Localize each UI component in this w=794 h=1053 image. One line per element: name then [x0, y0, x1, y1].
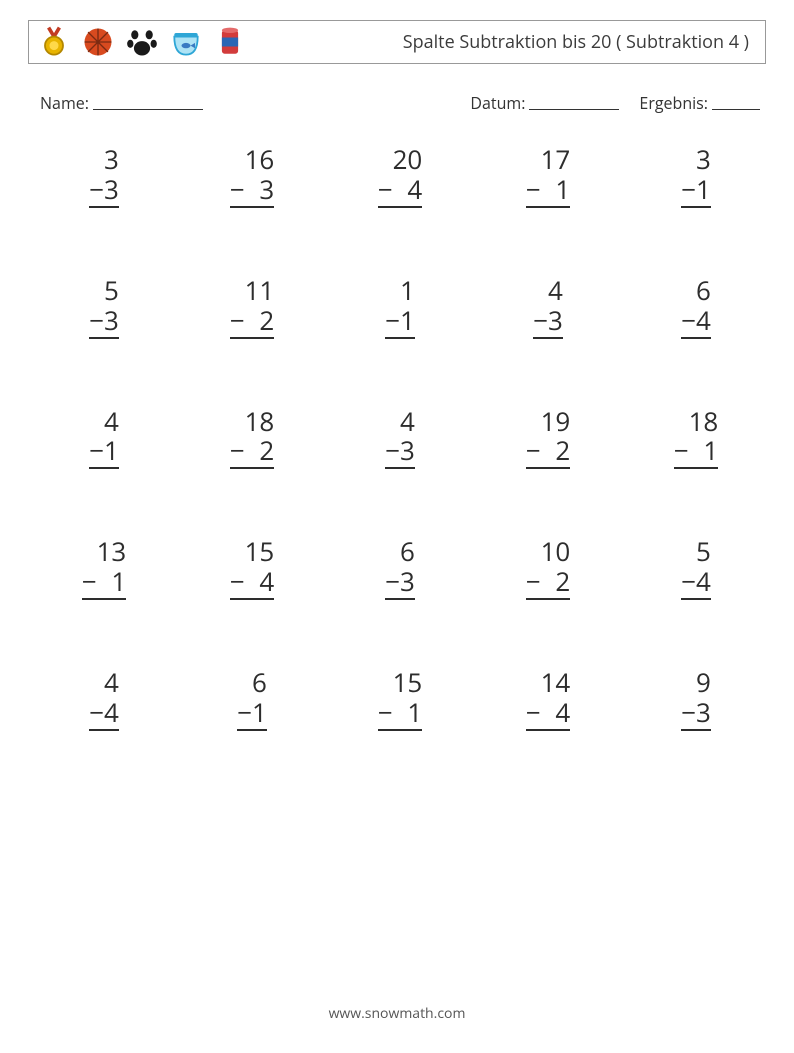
subtrahend-row: −3 — [385, 436, 415, 469]
subtrahend-row: −4 — [681, 306, 711, 339]
subtrahend-row: − 1 — [526, 175, 571, 208]
subtrahend-row: −3 — [89, 175, 119, 208]
problem: 14− 44 — [484, 668, 612, 731]
problem-stack: 15− 11 — [378, 668, 423, 731]
subtrahend-row: − 4 — [230, 567, 275, 600]
footer-url: www.snowmath.com — [0, 1004, 794, 1023]
problem: 13− 11 — [40, 537, 168, 600]
name-label: Name: — [40, 92, 89, 114]
problem-stack: 18− 22 — [230, 407, 275, 470]
subtrahend-row: − 2 — [526, 567, 571, 600]
date-blank[interactable] — [529, 92, 619, 110]
problem: 4−44 — [40, 668, 168, 731]
problem: 19− 22 — [484, 407, 612, 470]
problem: 5−33 — [40, 276, 168, 339]
result-blank[interactable] — [712, 92, 760, 110]
problem-stack: 4−11 — [89, 407, 119, 470]
subtrahend-row: −4 — [89, 698, 119, 731]
problem: 1−11 — [336, 276, 464, 339]
subtrahend-row: − 1 — [378, 698, 423, 731]
subtrahend-row: −3 — [385, 567, 415, 600]
subtrahend-row: − 4 — [378, 175, 423, 208]
basketball-icon — [79, 23, 117, 61]
problem-stack: 6−33 — [385, 537, 415, 600]
subtrahend-row: −1 — [385, 306, 415, 339]
problem: 4−11 — [40, 407, 168, 470]
problem: 3−11 — [632, 145, 760, 208]
header-box: Spalte Subtraktion bis 20 ( Subtraktion … — [28, 20, 766, 64]
subtrahend-row: − 2 — [230, 306, 275, 339]
result-label: Ergebnis: — [639, 92, 708, 114]
problem-stack: 6−11 — [237, 668, 267, 731]
problem: 10− 22 — [484, 537, 612, 600]
problem: 18− 22 — [188, 407, 316, 470]
problem-stack: 3−33 — [89, 145, 119, 208]
problem-stack: 16− 33 — [230, 145, 275, 208]
subtrahend-row: −1 — [681, 175, 711, 208]
problem-stack: 20− 44 — [378, 145, 423, 208]
subtrahend-row: − 4 — [526, 698, 571, 731]
problem-stack: 18− 11 — [674, 407, 719, 470]
date-label: Datum: — [470, 92, 525, 114]
name-blank[interactable] — [93, 92, 203, 110]
problem: 11− 22 — [188, 276, 316, 339]
subtrahend-row: − 3 — [230, 175, 275, 208]
subtrahend-row: − 1 — [82, 567, 127, 600]
subtrahend-row: − 1 — [674, 436, 719, 469]
problem: 9−33 — [632, 668, 760, 731]
problem: 6−44 — [632, 276, 760, 339]
problem: 20− 44 — [336, 145, 464, 208]
problem: 6−33 — [336, 537, 464, 600]
problem-stack: 19− 22 — [526, 407, 571, 470]
problem: 6−11 — [188, 668, 316, 731]
subtrahend-row: −3 — [533, 306, 563, 339]
problem-stack: 6−44 — [681, 276, 711, 339]
subtrahend-row: −3 — [89, 306, 119, 339]
problem: 5−44 — [632, 537, 760, 600]
problem-stack: 9−33 — [681, 668, 711, 731]
problem: 18− 11 — [632, 407, 760, 470]
problem: 15− 11 — [336, 668, 464, 731]
problem: 3−33 — [40, 145, 168, 208]
problems-grid: 3−33 16− 33 20− 44 17− 11 3−11 5−33 11− 22 1−11… — [40, 145, 760, 731]
problem-stack: 4−33 — [533, 276, 563, 339]
problem-stack: 14− 44 — [526, 668, 571, 731]
problem-stack: 1−11 — [385, 276, 415, 339]
medal-icon — [35, 23, 73, 61]
problem: 16− 33 — [188, 145, 316, 208]
problem-stack: 4−44 — [89, 668, 119, 731]
subtrahend-row: −4 — [681, 567, 711, 600]
worksheet-title: Spalte Subtraktion bis 20 ( Subtraktion … — [249, 30, 765, 54]
problem-stack: 3−11 — [681, 145, 711, 208]
fishbowl-icon — [167, 23, 205, 61]
problem-stack: 11− 22 — [230, 276, 275, 339]
problem: 4−33 — [336, 407, 464, 470]
paw-icon — [123, 23, 161, 61]
problem-stack: 17− 11 — [526, 145, 571, 208]
problem: 15− 44 — [188, 537, 316, 600]
problem-stack: 10− 22 — [526, 537, 571, 600]
problem: 17− 11 — [484, 145, 612, 208]
subtrahend-row: − 2 — [526, 436, 571, 469]
subtrahend-row: − 2 — [230, 436, 275, 469]
can-icon — [211, 23, 249, 61]
subtrahend-row: −1 — [89, 436, 119, 469]
problem-stack: 5−33 — [89, 276, 119, 339]
problem-stack: 15− 44 — [230, 537, 275, 600]
info-fields: Name: Datum: Ergebnis: — [40, 92, 760, 114]
subtrahend-row: −1 — [237, 698, 267, 731]
problem: 4−33 — [484, 276, 612, 339]
subtrahend-row: −3 — [681, 698, 711, 731]
problem-stack: 13− 11 — [82, 537, 127, 600]
header-icons — [29, 23, 249, 61]
problem-stack: 4−33 — [385, 407, 415, 470]
problem-stack: 5−44 — [681, 537, 711, 600]
